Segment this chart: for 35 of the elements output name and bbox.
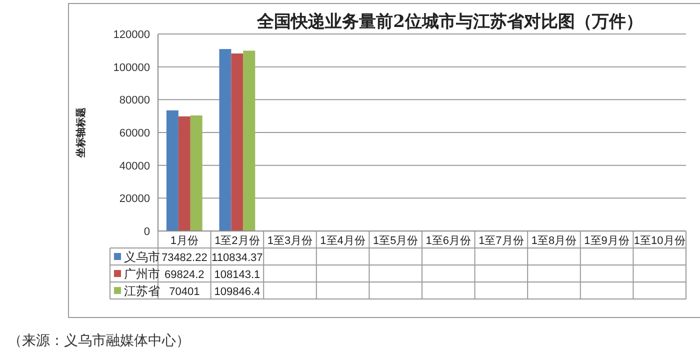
data-label: 69824.2 — [164, 269, 204, 281]
legend-label: 广州市 — [124, 267, 160, 281]
text: （来源：义乌市融媒体中心） — [8, 332, 190, 348]
x-tick-label: 1至8月份 — [531, 235, 577, 247]
bar — [166, 110, 178, 231]
y-tick-label: 20000 — [119, 193, 150, 206]
y-tick-label: 100000 — [113, 62, 150, 74]
y-tick-label: 80000 — [119, 94, 150, 107]
x-tick-label: 1至3月份 — [267, 235, 313, 247]
bar — [243, 50, 256, 231]
bar — [219, 49, 232, 231]
x-tick-label: 1至2月份 — [214, 235, 260, 247]
y-tick-label: 60000 — [119, 128, 150, 140]
bar — [178, 116, 190, 231]
x-tick-label: 1至9月份 — [584, 235, 630, 247]
data-label: 108143.1 — [214, 269, 260, 281]
chart-title: 全国快递业务量前2位城市与江苏省对比图（万件） — [256, 12, 643, 32]
y-tick-label: 40000 — [119, 160, 150, 172]
x-tick-label: 1至4月份 — [320, 235, 366, 247]
x-tick-label: 1至5月份 — [372, 235, 418, 247]
x-tick-label: 1至10月份 — [634, 235, 686, 247]
legend-label: 义乌市 — [124, 250, 160, 264]
x-tick-label: 1月份 — [170, 235, 198, 247]
y-tick-label: 120000 — [113, 29, 150, 41]
x-tick-label: 1至6月份 — [426, 235, 472, 247]
data-label: 73482.22 — [161, 252, 208, 264]
legend-label: 江苏省 — [124, 284, 160, 298]
y-axis-title: 坐标轴标题 — [75, 108, 87, 158]
y-tick-label: 0 — [144, 226, 150, 238]
data-label: 110834.37 — [212, 252, 263, 264]
bar — [190, 115, 202, 231]
data-label: 70401 — [169, 286, 200, 298]
data-label: 109846.4 — [214, 286, 260, 298]
bar — [231, 53, 244, 231]
x-tick-label: 1至7月份 — [478, 235, 524, 247]
